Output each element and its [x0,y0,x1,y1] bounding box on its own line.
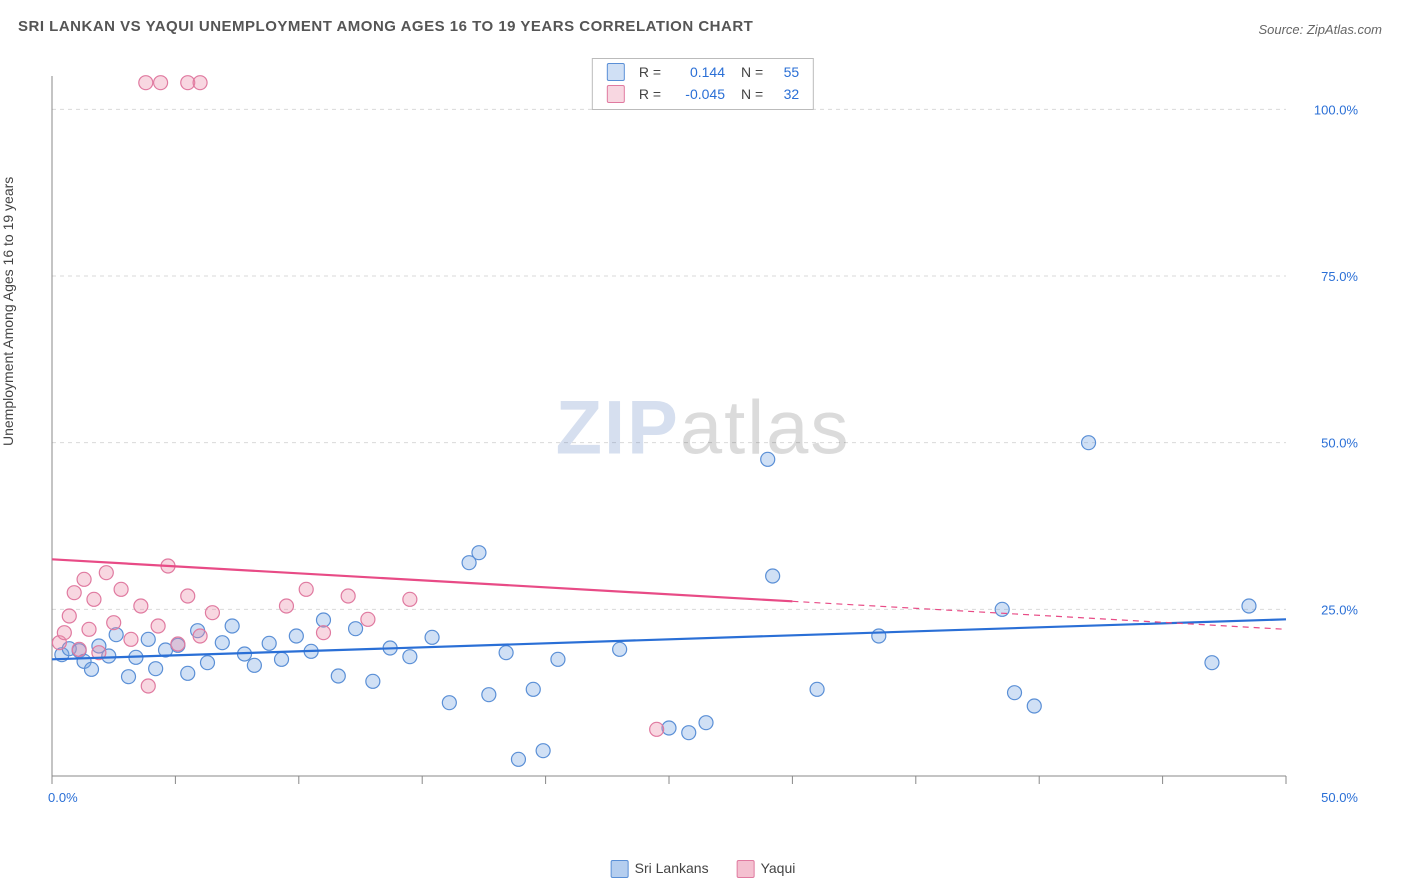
svg-text:0.0%: 0.0% [48,790,78,805]
footer-legend: Sri Lankans Yaqui [611,860,796,878]
stats-legend: R = 0.144 N = 55 R = -0.045 N = 32 [592,58,814,110]
legend-swatch [607,63,625,81]
n-label: N = [741,83,763,105]
svg-text:50.0%: 50.0% [1321,436,1358,451]
n-value: 55 [771,61,799,83]
n-value: 32 [771,83,799,105]
y-axis-label: Unemployment Among Ages 16 to 19 years [0,177,16,446]
legend-item: Sri Lankans [611,860,709,878]
legend-swatch [611,860,629,878]
legend-item: Yaqui [737,860,796,878]
svg-text:50.0%: 50.0% [1321,790,1358,805]
chart-plot-area: 25.0% 50.0% 75.0% 100.0% 0.0% 50.0% [46,58,1366,816]
scatter-chart-svg: 25.0% 50.0% 75.0% 100.0% 0.0% 50.0% [46,58,1366,816]
stats-row: R = -0.045 N = 32 [607,83,799,105]
r-label: R = [639,83,661,105]
svg-text:100.0%: 100.0% [1314,102,1359,117]
chart-title: SRI LANKAN VS YAQUI UNEMPLOYMENT AMONG A… [18,18,753,35]
svg-text:75.0%: 75.0% [1321,269,1358,284]
legend-swatch [607,85,625,103]
r-label: R = [639,61,661,83]
legend-swatch [737,860,755,878]
stats-row: R = 0.144 N = 55 [607,61,799,83]
n-label: N = [741,61,763,83]
r-value: 0.144 [669,61,725,83]
legend-label: Sri Lankans [635,860,709,876]
legend-label: Yaqui [761,860,796,876]
svg-text:25.0%: 25.0% [1321,602,1358,617]
r-value: -0.045 [669,83,725,105]
source-label: Source: ZipAtlas.com [1258,22,1382,37]
